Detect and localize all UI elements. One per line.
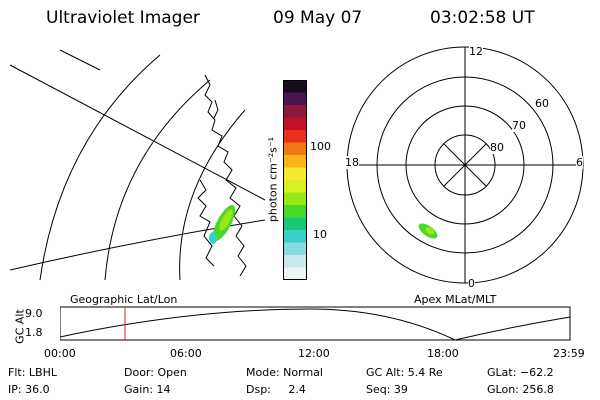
island-1 (213, 99, 219, 119)
colorbar-unit-label: photon cm⁻²s⁻¹ (266, 136, 280, 223)
time-tick-1200: 12:00 (298, 347, 330, 360)
altitude-plot (60, 306, 571, 341)
colorbar-segment (283, 130, 307, 143)
mlt-label-18: 18 (345, 156, 359, 169)
colorbar-segment (283, 142, 307, 156)
colorbar-segment (283, 267, 307, 280)
time-tick-0600: 06:00 (170, 347, 202, 360)
colorbar-segment (283, 180, 307, 193)
color-bar (283, 80, 307, 280)
time-tick-0000: 00:00 (44, 347, 76, 360)
info-gain: Gain: 14 (124, 383, 171, 396)
info-gc-alt: GC Alt: 5.4 Re (366, 366, 443, 379)
colorbar-segment (283, 217, 307, 231)
mlat-label-70: 70 (512, 119, 526, 132)
mlt-label-12: 12 (469, 45, 483, 58)
colorbar-segment (283, 80, 307, 93)
colorbar-border (283, 80, 307, 280)
lat-arc-mid (104, 79, 211, 281)
info-glat: GLat: −62.2 (487, 366, 554, 379)
coastline-east (204, 74, 247, 277)
instrument-title: Ultraviolet Imager (46, 8, 200, 28)
polar-plot (346, 46, 584, 284)
coastline-west (197, 179, 215, 267)
altitude-curve (60, 308, 571, 341)
mlat-label-60: 60 (535, 97, 549, 110)
colorbar-segment (283, 255, 307, 268)
colorbar-segment (283, 192, 307, 206)
info-door: Door: Open (124, 366, 187, 379)
lat-arc-inner (179, 109, 246, 281)
colorbar-segment (283, 92, 307, 106)
altitude-plot-frame (60, 306, 571, 341)
mlat-label-80: 80 (490, 141, 504, 154)
meridian-line-1 (9, 64, 265, 201)
info-seq: Seq: 39 (366, 383, 408, 396)
observation-date: 09 May 07 (273, 8, 363, 28)
lat-arc-outer (39, 54, 161, 281)
info-dsp: Dsp: 2.4 (246, 383, 306, 396)
colorbar-segment (283, 155, 307, 168)
colorbar-segment (283, 205, 307, 218)
colorbar-segment (283, 167, 307, 181)
altitude-ytick-9: 9.0 (25, 307, 43, 320)
colorbar-segment (283, 230, 307, 243)
meridian-line-3 (59, 49, 101, 71)
info-glon: GLon: 256.8 (487, 383, 554, 396)
geographic-map (9, 49, 265, 281)
time-tick-1800: 18:00 (427, 347, 459, 360)
colorbar-segment (283, 242, 307, 256)
colorbar-tick-10: 10 (313, 228, 327, 241)
geo-panel-label: Geographic Lat/Lon (70, 293, 178, 306)
colorbar-tick-100: 100 (310, 140, 331, 153)
observation-time: 03:02:58 UT (430, 8, 535, 28)
colorbar-segment (283, 117, 307, 131)
info-ip: IP: 36.0 (8, 383, 50, 396)
altitude-ytick-1-8: 1.8 (25, 326, 43, 339)
mlt-label-6: 6 (576, 156, 583, 169)
meridian-line-2 (9, 219, 265, 271)
colorbar-segment (283, 105, 307, 118)
aurora-emission (209, 205, 236, 244)
info-flt: Flt: LBHL (8, 366, 57, 379)
info-mode: Mode: Normal (246, 366, 323, 379)
polar-panel-label: Apex MLat/MLT (414, 293, 497, 306)
polar-diag-2 (443, 143, 487, 187)
time-tick-2359: 23:59 (553, 347, 585, 360)
mlt-label-0: 0 (468, 277, 475, 290)
polar-aurora-emission (418, 223, 438, 239)
